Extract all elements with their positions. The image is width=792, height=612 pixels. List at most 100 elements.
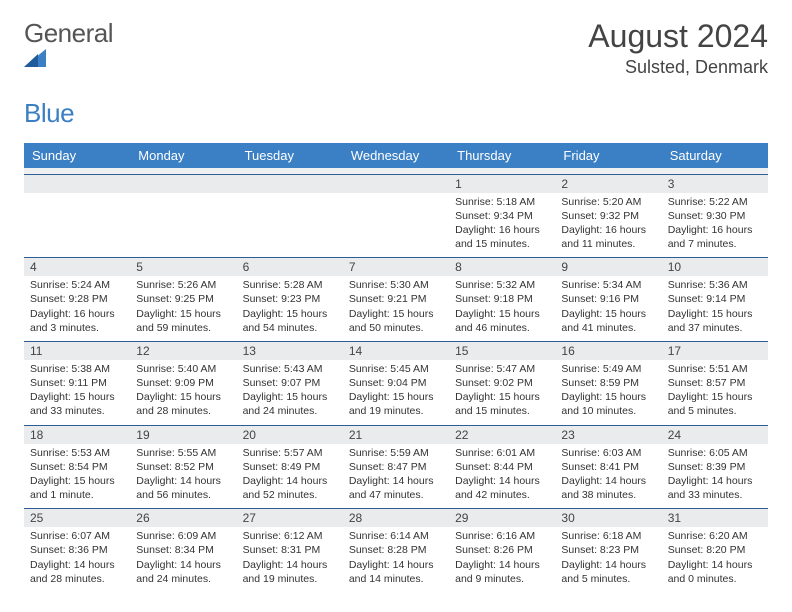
sunset-line: Sunset: 8:44 PM (455, 460, 549, 474)
detail-row: Sunrise: 5:38 AMSunset: 9:11 PMDaylight:… (24, 360, 768, 425)
sunrise-line: Sunrise: 5:55 AM (136, 446, 230, 460)
sunrise-line: Sunrise: 5:20 AM (561, 195, 655, 209)
sunrise-line: Sunrise: 5:18 AM (455, 195, 549, 209)
dow-wednesday: Wednesday (343, 143, 449, 168)
sunrise-line: Sunrise: 5:30 AM (349, 278, 443, 292)
sunrise-line: Sunrise: 6:03 AM (561, 446, 655, 460)
sunrise-line: Sunrise: 5:59 AM (349, 446, 443, 460)
dow-row: Sunday Monday Tuesday Wednesday Thursday… (24, 143, 768, 168)
day-number: 30 (555, 509, 661, 528)
daylight-line: Daylight: 15 hours and 33 minutes. (30, 390, 124, 418)
dow-monday: Monday (130, 143, 236, 168)
day-number (343, 174, 449, 193)
day-cell: Sunrise: 6:03 AMSunset: 8:41 PMDaylight:… (555, 444, 661, 509)
sunset-line: Sunset: 8:54 PM (30, 460, 124, 474)
day-cell: Sunrise: 5:30 AMSunset: 9:21 PMDaylight:… (343, 276, 449, 341)
day-cell (130, 193, 236, 258)
day-number: 11 (24, 341, 130, 360)
day-cell: Sunrise: 5:36 AMSunset: 9:14 PMDaylight:… (662, 276, 768, 341)
sunset-line: Sunset: 8:39 PM (668, 460, 762, 474)
logo: GeneralBlue (24, 18, 113, 129)
day-cell: Sunrise: 5:26 AMSunset: 9:25 PMDaylight:… (130, 276, 236, 341)
daylight-line: Daylight: 15 hours and 24 minutes. (243, 390, 337, 418)
daylight-line: Daylight: 15 hours and 15 minutes. (455, 390, 549, 418)
sunrise-line: Sunrise: 5:47 AM (455, 362, 549, 376)
day-cell: Sunrise: 6:12 AMSunset: 8:31 PMDaylight:… (237, 527, 343, 592)
sunset-line: Sunset: 8:52 PM (136, 460, 230, 474)
sunrise-line: Sunrise: 5:24 AM (30, 278, 124, 292)
day-number: 1 (449, 174, 555, 193)
day-cell: Sunrise: 6:20 AMSunset: 8:20 PMDaylight:… (662, 527, 768, 592)
detail-row: Sunrise: 5:53 AMSunset: 8:54 PM Daylight:… (24, 444, 768, 509)
daylight-line: Daylight: 14 hours and 5 minutes. (561, 558, 655, 586)
day-number: 19 (130, 425, 236, 444)
day-number: 17 (662, 341, 768, 360)
sunset-line: Sunset: 9:32 PM (561, 209, 655, 223)
sunset-line: Sunset: 9:21 PM (349, 292, 443, 306)
sunset-line: Sunset: 8:31 PM (243, 543, 337, 557)
day-number: 6 (237, 258, 343, 277)
day-cell: Sunrise: 5:34 AMSunset: 9:16 PMDaylight:… (555, 276, 661, 341)
sunset-line: Sunset: 8:34 PM (136, 543, 230, 557)
daylight-line: Daylight: 14 hours and 33 minutes. (668, 474, 762, 502)
day-cell: Sunrise: 5:53 AMSunset: 8:54 PMDaylight:… (24, 444, 130, 509)
month-title: August 2024 (588, 18, 768, 55)
logo-text: GeneralBlue (24, 18, 113, 129)
sunset-line: Sunset: 9:02 PM (455, 376, 549, 390)
day-cell: Sunrise: 5:45 AMSunset: 9:04 PMDaylight:… (343, 360, 449, 425)
sunrise-line: Sunrise: 5:43 AM (243, 362, 337, 376)
sunset-line: Sunset: 8:20 PM (668, 543, 762, 557)
dow-thursday: Thursday (449, 143, 555, 168)
day-cell: Sunrise: 5:55 AMSunset: 8:52 PMDaylight:… (130, 444, 236, 509)
sunset-line: Sunset: 9:16 PM (561, 292, 655, 306)
daylight-line: Daylight: 14 hours and 52 minutes. (243, 474, 337, 502)
detail-row: Sunrise: 6:07 AMSunset: 8:36 PMDaylight:… (24, 527, 768, 592)
daylight-line: Daylight: 14 hours and 56 minutes. (136, 474, 230, 502)
sunrise-line: Sunrise: 5:38 AM (30, 362, 124, 376)
sunrise-line: Sunrise: 6:09 AM (136, 529, 230, 543)
daylight-line: Daylight: 14 hours and 24 minutes. (136, 558, 230, 586)
day-cell: Sunrise: 5:57 AMSunset: 8:49 PMDaylight:… (237, 444, 343, 509)
day-number: 7 (343, 258, 449, 277)
sunset-line: Sunset: 9:07 PM (243, 376, 337, 390)
day-cell: Sunrise: 5:38 AMSunset: 9:11 PMDaylight:… (24, 360, 130, 425)
day-number: 27 (237, 509, 343, 528)
calendar-body: 123Sunrise: 5:18 AMSunset: 9:34 PMDaylig… (24, 174, 768, 592)
daylight-line: Daylight: 15 hours and 59 minutes. (136, 307, 230, 335)
calendar-page: GeneralBlue August 2024 Sulsted, Denmark… (0, 0, 792, 612)
sunset-line: Sunset: 9:18 PM (455, 292, 549, 306)
day-cell: Sunrise: 5:59 AMSunset: 8:47 PMDaylight:… (343, 444, 449, 509)
daylight-line: Daylight: 15 hours and 41 minutes. (561, 307, 655, 335)
day-number: 15 (449, 341, 555, 360)
sunset-line: Sunset: 8:57 PM (668, 376, 762, 390)
day-number (130, 174, 236, 193)
sunrise-line: Sunrise: 5:53 AM (30, 446, 124, 460)
day-cell: Sunrise: 6:14 AMSunset: 8:28 PMDaylight:… (343, 527, 449, 592)
sunrise-line: Sunrise: 6:01 AM (455, 446, 549, 460)
day-cell: Sunrise: 5:28 AMSunset: 9:23 PMDaylight:… (237, 276, 343, 341)
sunrise-line: Sunrise: 6:16 AM (455, 529, 549, 543)
sunset-line: Sunset: 9:34 PM (455, 209, 549, 223)
daylight-line: Daylight: 14 hours and 9 minutes. (455, 558, 549, 586)
sunrise-line: Sunrise: 6:14 AM (349, 529, 443, 543)
daylight-line: Daylight: 14 hours and 14 minutes. (349, 558, 443, 586)
day-cell: Sunrise: 5:40 AMSunset: 9:09 PMDaylight:… (130, 360, 236, 425)
day-cell: Sunrise: 6:01 AMSunset: 8:44 PMDaylight:… (449, 444, 555, 509)
sunrise-line: Sunrise: 5:57 AM (243, 446, 337, 460)
sunrise-line: Sunrise: 5:40 AM (136, 362, 230, 376)
daylight-line: Daylight: 14 hours and 38 minutes. (561, 474, 655, 502)
sunrise-line: Sunrise: 5:22 AM (668, 195, 762, 209)
sunset-line: Sunset: 9:11 PM (30, 376, 124, 390)
day-cell: Sunrise: 5:20 AMSunset: 9:32 PMDaylight:… (555, 193, 661, 258)
day-cell: Sunrise: 5:18 AMSunset: 9:34 PMDaylight:… (449, 193, 555, 258)
daylight-line: Daylight: 16 hours and 11 minutes. (561, 223, 655, 251)
day-number: 14 (343, 341, 449, 360)
sunrise-line: Sunrise: 5:51 AM (668, 362, 762, 376)
detail-row: Sunrise: 5:18 AMSunset: 9:34 PM Daylight:… (24, 193, 768, 258)
day-cell: Sunrise: 6:18 AMSunset: 8:23 PMDaylight:… (555, 527, 661, 592)
daylight-line: Daylight: 14 hours and 42 minutes. (455, 474, 549, 502)
detail-row: Sunrise: 5:24 AMSunset: 9:28 PMDaylight:… (24, 276, 768, 341)
day-cell: Sunrise: 5:22 AMSunset: 9:30 PMDaylight:… (662, 193, 768, 258)
day-number: 26 (130, 509, 236, 528)
daynum-row: 11121314151617 (24, 341, 768, 360)
